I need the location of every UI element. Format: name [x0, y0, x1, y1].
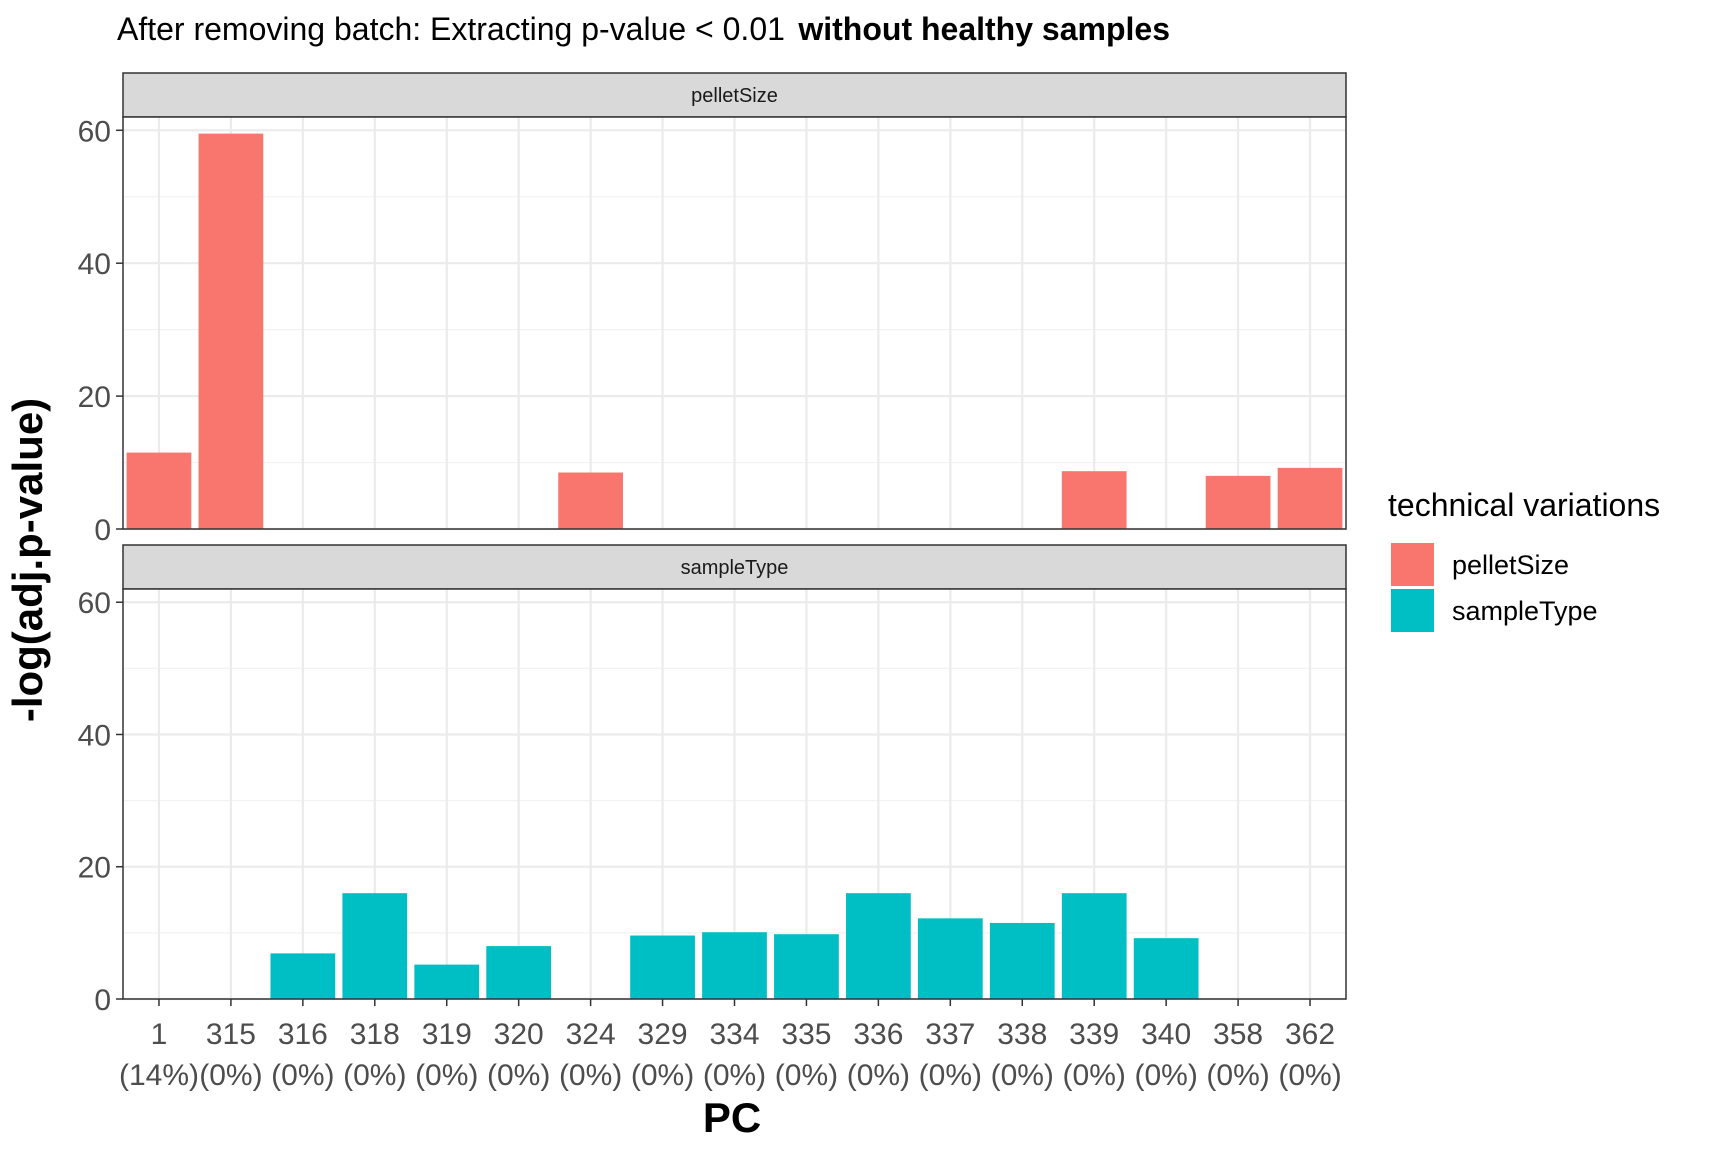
bar-sampleType-338 [989, 922, 1055, 999]
x-tick-sublabel: (0%) [1206, 1059, 1269, 1092]
x-tick-sublabel: (0%) [991, 1059, 1054, 1092]
y-tick-label: 60 [78, 115, 111, 148]
bar-sampleType-316 [270, 953, 336, 999]
y-tick-label: 20 [78, 381, 111, 414]
x-tick-label: 320 [494, 1018, 544, 1051]
x-tick-label: 358 [1213, 1018, 1263, 1051]
bar-sampleType-340 [1133, 938, 1199, 999]
x-tick-label: 319 [422, 1018, 472, 1051]
bar-sampleType-337 [917, 918, 983, 999]
x-tick-sublabel: (0%) [343, 1059, 406, 1092]
x-tick-sublabel: (0%) [703, 1059, 766, 1092]
x-tick-sublabel: (0%) [919, 1059, 982, 1092]
x-tick-sublabel: (0%) [1063, 1059, 1126, 1092]
chart-title: After removing batch: Extracting p-value… [117, 11, 1170, 47]
chart-title-regular: After removing batch: Extracting p-value… [117, 11, 785, 47]
bar-pelletSize-1 [126, 452, 192, 529]
legend-key-pelletSize [1391, 543, 1434, 586]
x-tick-sublabel: (0%) [1134, 1059, 1197, 1092]
facet-panel-pelletSize: pelletSize 0 20 40 60 [78, 72, 1347, 547]
facet-strip-label: pelletSize [691, 85, 778, 107]
x-tick-sublabel: (0%) [199, 1059, 262, 1092]
facet-strip-label: sampleType [681, 557, 789, 579]
y-tick-label: 20 [78, 852, 111, 885]
x-tick-label: 329 [638, 1018, 688, 1051]
x-tick-sublabel: (0%) [559, 1059, 622, 1092]
y-tick-label: 0 [94, 514, 111, 547]
legend-key-sampleType [1391, 589, 1434, 632]
x-tick-sublabel: (0%) [775, 1059, 838, 1092]
x-axis: 1 (14%)315 (0%) 316 (0%) 318 (0%) 319 (0%) 320 (0%… [119, 999, 1342, 1092]
x-tick-sublabel: (0%) [271, 1059, 334, 1092]
y-axis-title: -log(adj.p-value) [4, 398, 51, 722]
bar-sampleType-334 [702, 932, 767, 999]
bar-pelletSize-324 [558, 472, 623, 529]
bar-pelletSize-362 [1277, 467, 1343, 529]
x-tick-label: 318 [350, 1018, 400, 1051]
x-tick-sublabel: (0%) [415, 1059, 478, 1092]
bar-pelletSize-315 [198, 133, 264, 529]
legend-title: technical variations [1388, 487, 1660, 523]
x-tick-label: 362 [1285, 1018, 1335, 1051]
bar-pelletSize-358 [1205, 475, 1271, 529]
x-tick-label: 337 [925, 1018, 975, 1051]
chart-title-bold: without healthy samples [797, 11, 1170, 47]
bar-sampleType-318 [342, 893, 408, 999]
bar-sampleType-329 [630, 935, 695, 999]
bar-sampleType-319 [414, 964, 480, 999]
y-tick-label: 40 [78, 719, 111, 752]
x-tick-label: 339 [1069, 1018, 1119, 1051]
facet-panel-sampleType: sampleType 0 20 40 60 [78, 544, 1347, 1017]
x-tick-label: 336 [853, 1018, 903, 1051]
facet-strip [122, 72, 1347, 118]
x-tick-sublabel: (0%) [487, 1059, 550, 1092]
y-tick-label: 40 [78, 248, 111, 281]
x-axis-title: PC [703, 1094, 761, 1141]
legend-label-sampleType: sampleType [1452, 596, 1598, 626]
facet-panels: pelletSize 0 20 40 60 sampleType 0 20 40 60 [78, 72, 1347, 1017]
x-tick-label: 324 [566, 1018, 616, 1051]
bar-sampleType-336 [846, 893, 911, 999]
x-tick-label: 1 [151, 1018, 168, 1051]
bar-pelletSize-339 [1061, 471, 1127, 529]
x-tick-label: 315 [206, 1018, 256, 1051]
x-tick-sublabel: (14%) [119, 1059, 199, 1092]
x-tick-label: 340 [1141, 1018, 1191, 1051]
legend: technical variations pelletSize sampleTyp… [1388, 487, 1660, 632]
bar-sampleType-339 [1061, 893, 1127, 999]
y-tick-label: 0 [94, 984, 111, 1017]
y-tick-label: 60 [78, 587, 111, 620]
x-tick-sublabel: (0%) [1278, 1059, 1341, 1092]
x-tick-label: 335 [781, 1018, 831, 1051]
x-tick-sublabel: (0%) [631, 1059, 694, 1092]
x-tick-label: 316 [278, 1018, 328, 1051]
x-tick-label: 338 [997, 1018, 1047, 1051]
legend-label-pelletSize: pelletSize [1452, 550, 1569, 580]
bar-sampleType-320 [486, 946, 552, 999]
panel-border [122, 116, 1347, 530]
x-tick-sublabel: (0%) [847, 1059, 910, 1092]
x-tick-label: 334 [709, 1018, 759, 1051]
bar-sampleType-335 [774, 934, 839, 999]
